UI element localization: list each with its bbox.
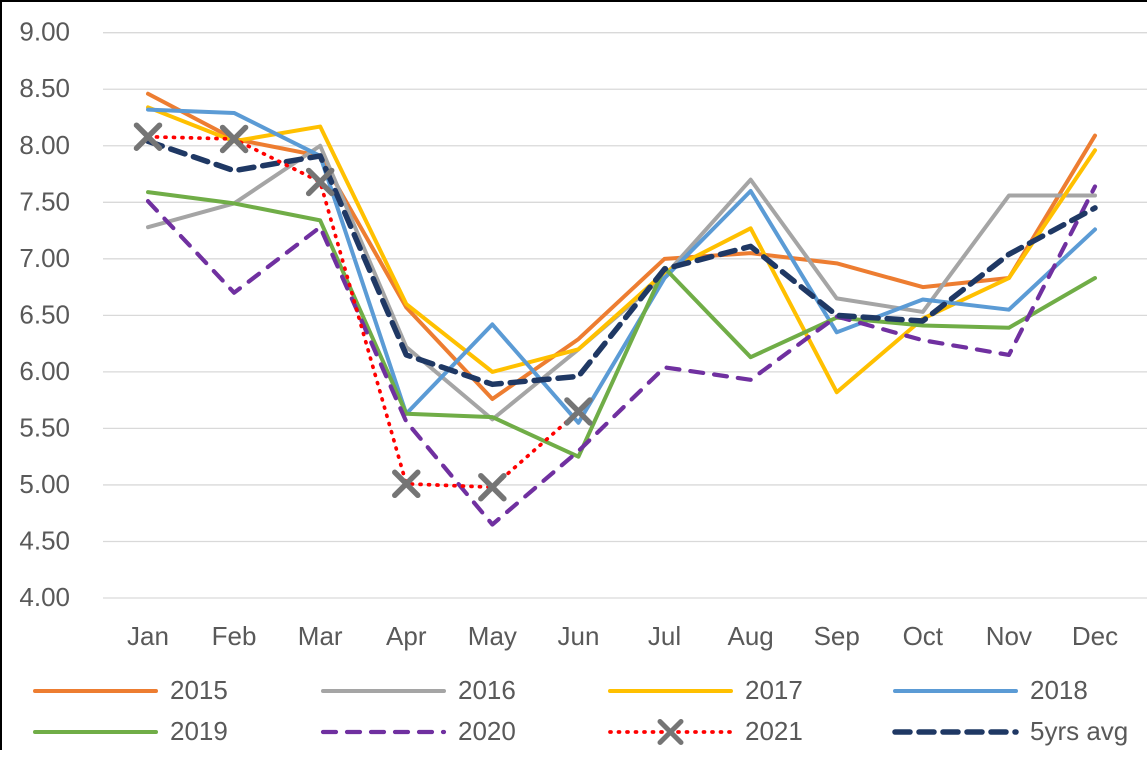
svg-text:2021: 2021 [745,716,803,746]
svg-text:Aug: Aug [728,621,774,651]
svg-text:4.50: 4.50 [19,525,70,555]
svg-text:Apr: Apr [386,621,427,651]
svg-text:Oct: Oct [903,621,944,651]
svg-text:5.00: 5.00 [19,469,70,499]
svg-text:May: May [468,621,517,651]
svg-text:2017: 2017 [745,675,803,705]
svg-text:4.00: 4.00 [19,582,70,612]
svg-text:2015: 2015 [170,675,228,705]
svg-text:5.50: 5.50 [19,412,70,442]
svg-text:Mar: Mar [298,621,343,651]
svg-text:8.00: 8.00 [19,130,70,160]
svg-text:Jul: Jul [648,621,681,651]
svg-text:Jun: Jun [557,621,599,651]
svg-text:Feb: Feb [212,621,257,651]
svg-text:9.00: 9.00 [19,17,70,47]
svg-text:6.50: 6.50 [19,299,70,329]
svg-text:5yrs avg: 5yrs avg [1030,716,1128,746]
svg-text:Dec: Dec [1072,621,1118,651]
svg-text:7.50: 7.50 [19,186,70,216]
svg-text:2020: 2020 [458,716,516,746]
svg-text:2019: 2019 [170,716,228,746]
svg-text:8.50: 8.50 [19,73,70,103]
svg-text:Nov: Nov [986,621,1032,651]
svg-text:Jan: Jan [127,621,169,651]
svg-text:Sep: Sep [814,621,860,651]
svg-text:7.00: 7.00 [19,243,70,273]
svg-text:6.00: 6.00 [19,356,70,386]
svg-text:2018: 2018 [1030,675,1088,705]
svg-text:2016: 2016 [458,675,516,705]
